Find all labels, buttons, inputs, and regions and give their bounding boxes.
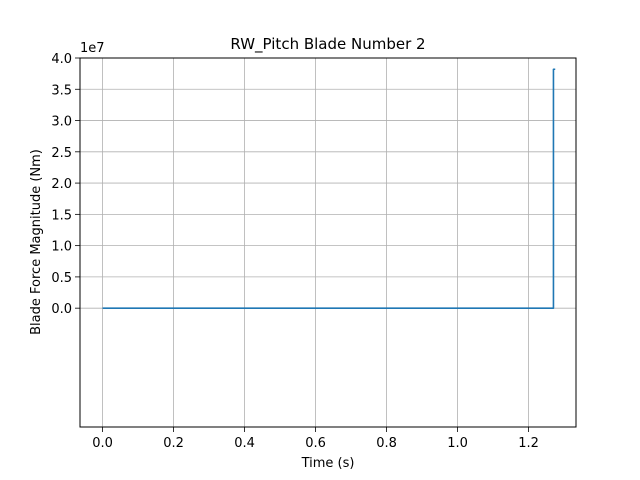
y-tick-label: 1.0	[51, 240, 72, 255]
x-tick-label: 0.4	[234, 436, 255, 451]
y-axis-ticks: 0.0 0.5 1.0 1.5 2.0 2.5 3.0 3.5 4.0	[51, 52, 80, 317]
y-tick-label: 0.0	[51, 302, 72, 317]
y-tick-label: 4.0	[51, 52, 72, 67]
x-axis-ticks: 0.0 0.2 0.4 0.6 0.8 1.0 1.2	[92, 427, 539, 451]
y-axis-offset-text: 1e7	[80, 41, 105, 56]
y-tick-label: 1.5	[51, 208, 72, 223]
y-axis-label: Blade Force Magnitude (Nm)	[29, 149, 44, 335]
x-tick-label: 1.2	[518, 436, 539, 451]
grid-lines	[80, 57, 576, 427]
x-tick-label: 0.0	[92, 436, 113, 451]
x-tick-label: 0.6	[305, 436, 326, 451]
series-layer	[102, 68, 556, 309]
y-tick-label: 3.0	[51, 115, 72, 130]
chart-title: RW_Pitch Blade Number 2	[230, 35, 425, 54]
x-axis-label: Time (s)	[301, 456, 355, 471]
y-tick-label: 2.0	[51, 177, 72, 192]
y-tick-label: 2.5	[51, 146, 72, 161]
series-line-0	[102, 68, 556, 309]
y-tick-label: 3.5	[51, 83, 72, 98]
x-tick-label: 1.0	[447, 436, 468, 451]
x-tick-label: 0.8	[376, 436, 397, 451]
plot-area-frame	[79, 57, 577, 428]
x-tick-label: 0.2	[163, 436, 184, 451]
y-tick-label: 0.5	[51, 271, 72, 286]
